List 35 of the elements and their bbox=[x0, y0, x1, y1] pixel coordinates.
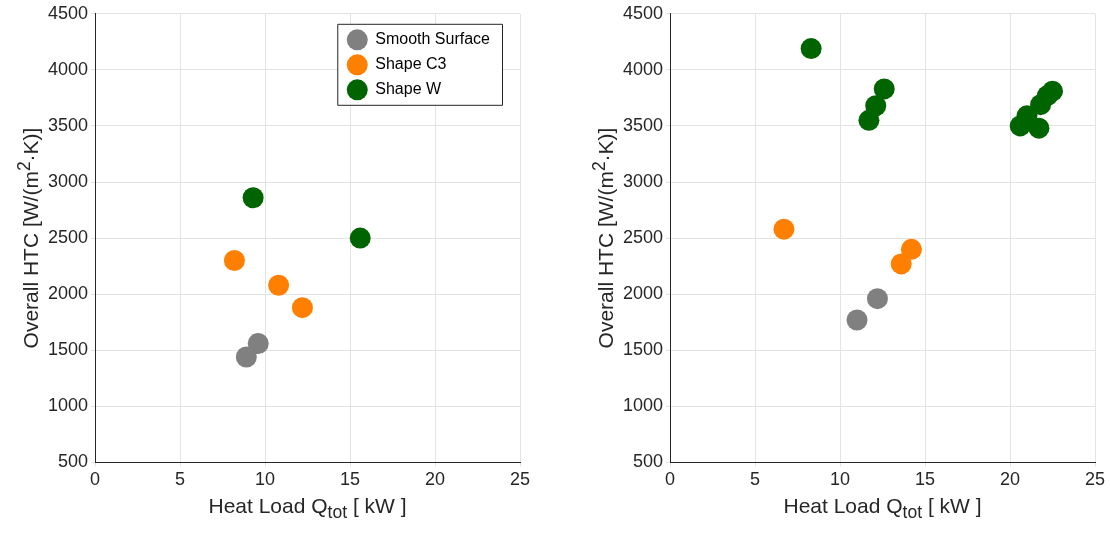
y-tick-label: 2000 bbox=[623, 283, 664, 304]
legend-label: Smooth Surface bbox=[375, 30, 491, 48]
x-axis-title: Heat Load Q$_{tot}$ [ kW ] bbox=[208, 494, 407, 524]
x-tick-label: 10 bbox=[255, 469, 276, 490]
y-tick-label: 4500 bbox=[48, 2, 89, 23]
y-tick-label: 500 bbox=[633, 451, 664, 472]
y-tick-label: 2500 bbox=[623, 227, 664, 248]
y-tick-label: 4000 bbox=[623, 58, 664, 79]
y-tick-label: 3000 bbox=[48, 170, 89, 191]
y-tick-label: 1500 bbox=[48, 339, 89, 360]
y-tick-label: 2500 bbox=[48, 227, 89, 248]
x-tick-label: 25 bbox=[1084, 469, 1106, 490]
x-tick-label: 10 bbox=[830, 469, 851, 490]
x-tick-label: 5 bbox=[175, 469, 186, 490]
x-tick-label: 0 bbox=[90, 469, 101, 490]
x-tick-label: 20 bbox=[999, 469, 1021, 490]
legend-label: Shape C3 bbox=[375, 55, 447, 73]
y-tick-label: 3500 bbox=[48, 114, 89, 135]
x-tick-label: 25 bbox=[509, 469, 531, 490]
y-tick-label: 1000 bbox=[623, 395, 664, 416]
x-tick-label: 5 bbox=[750, 469, 761, 490]
y-tick-label: 4500 bbox=[623, 2, 664, 23]
x-tick-label: 20 bbox=[424, 469, 446, 490]
y-tick-label: 2000 bbox=[48, 283, 89, 304]
y-tick-label: 3500 bbox=[623, 114, 664, 135]
x-tick-label: 15 bbox=[340, 469, 361, 490]
x-tick-label: 0 bbox=[665, 469, 676, 490]
y-tick-label: 1000 bbox=[48, 395, 89, 416]
x-axis-title: Heat Load Q$_{tot}$ [ kW ] bbox=[783, 494, 982, 524]
y-tick-label: 1500 bbox=[623, 339, 664, 360]
legend-label: Shape W bbox=[375, 80, 442, 98]
y-tick-label: 500 bbox=[58, 451, 89, 472]
y-tick-label: 3000 bbox=[623, 170, 664, 191]
y-tick-label: 4000 bbox=[48, 58, 89, 79]
x-tick-label: 15 bbox=[915, 469, 936, 490]
